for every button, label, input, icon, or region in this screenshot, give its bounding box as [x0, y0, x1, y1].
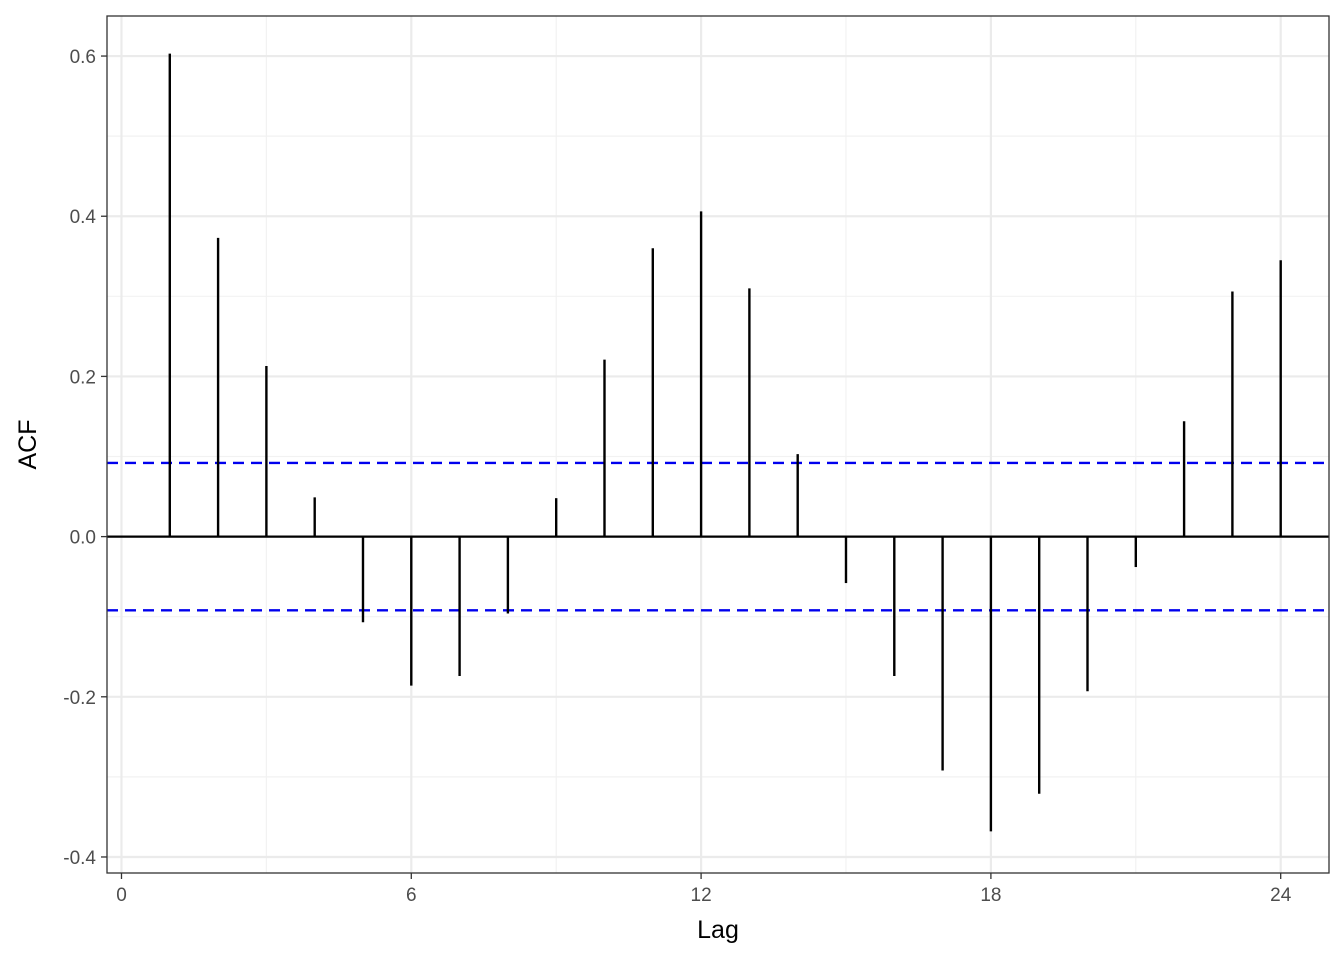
- axes: 0 6 12 18 24 -0.4 -0.2 0.0 0.2 0.4 0.6: [63, 47, 1291, 906]
- y-axis-title: ACF: [14, 420, 42, 470]
- x-tick-label: 6: [406, 885, 417, 906]
- acf-bars: [168, 53, 1282, 832]
- y-tick-label: -0.2: [63, 688, 96, 709]
- x-tick-label: 24: [1270, 885, 1292, 906]
- y-tick-label: -0.4: [63, 848, 96, 869]
- y-tick-label: 0.4: [70, 207, 97, 228]
- y-tick-label: 0.0: [70, 528, 96, 549]
- x-tick-label: 12: [691, 885, 712, 906]
- confidence-bounds: [107, 461, 1329, 612]
- x-tick-label: 0: [116, 885, 127, 906]
- x-tick-label: 18: [980, 885, 1001, 906]
- y-tick-label: 0.6: [70, 47, 96, 68]
- x-axis-title: Lag: [697, 916, 739, 944]
- y-tick-label: 0.2: [70, 367, 96, 388]
- panel-border: [106, 15, 1330, 874]
